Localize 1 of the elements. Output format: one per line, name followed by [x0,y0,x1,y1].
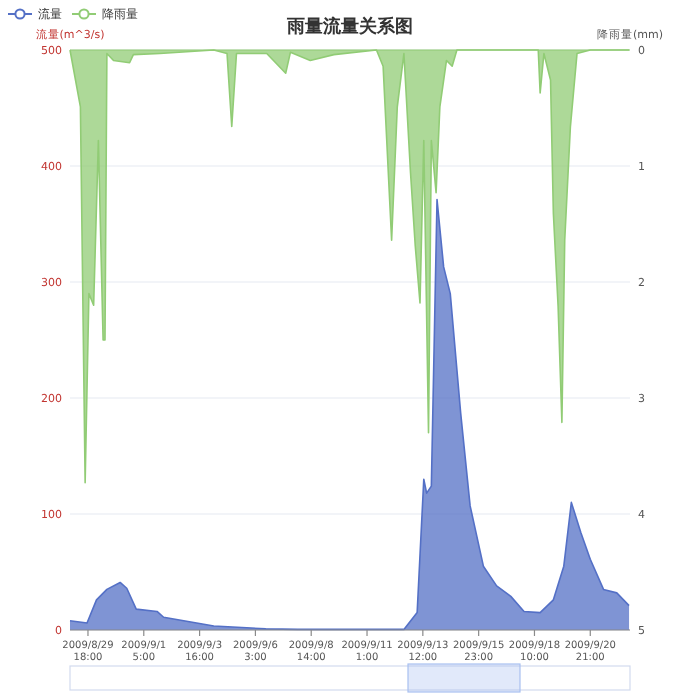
chart-title: 雨量流量关系图 [285,16,413,38]
